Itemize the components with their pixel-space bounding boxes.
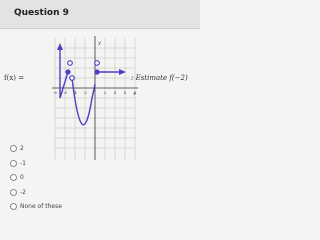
option-label[interactable]: None of these [20, 203, 62, 210]
x-tick-label: 8 [134, 91, 136, 95]
option-label[interactable]: -1 [20, 159, 26, 167]
question-title: Question 9 [14, 8, 69, 18]
x-tick-label: -8 [53, 91, 56, 95]
radio-button[interactable] [10, 188, 17, 196]
function-label: f(x) = [4, 74, 24, 82]
x-tick-label: 6 [124, 91, 126, 95]
points [65, 60, 100, 81]
option[interactable]: None of these [10, 203, 62, 210]
option[interactable]: -2 [10, 188, 26, 196]
x-tick-label: 2 [104, 91, 106, 95]
curve [59, 48, 121, 126]
x-tick-label: -4 [73, 91, 77, 95]
prompt-text: : Estimate f(−2) [131, 74, 188, 82]
x-axis-label: x [133, 91, 136, 97]
x-tick-label: 4 [114, 91, 117, 95]
question-header: Question 9 [0, 0, 200, 29]
arrows [57, 43, 126, 75]
y-axis-label: y [97, 40, 101, 46]
radio-button[interactable] [10, 145, 17, 152]
grid [54, 38, 136, 160]
graph: y x f(x) = : Estimate f(−2) -8 -6 -4 -2 2 4 6 8 [4, 36, 188, 160]
x-tick-label: -2 [83, 91, 86, 95]
axes [52, 36, 138, 160]
radio-button[interactable] [10, 159, 17, 167]
x-tick-label: -6 [63, 91, 66, 95]
radio-button[interactable] [10, 203, 17, 210]
option[interactable]: 0 [10, 174, 24, 181]
option-label[interactable]: 0 [20, 174, 24, 181]
option[interactable]: -1 [10, 159, 26, 167]
option[interactable]: 2 [10, 145, 24, 152]
option-label[interactable]: 2 [20, 145, 24, 152]
radio-button[interactable] [10, 174, 17, 181]
page: Question 9 y x f(x) = : Estimate f(−2 [0, 0, 200, 210]
option-label[interactable]: -2 [20, 188, 26, 196]
